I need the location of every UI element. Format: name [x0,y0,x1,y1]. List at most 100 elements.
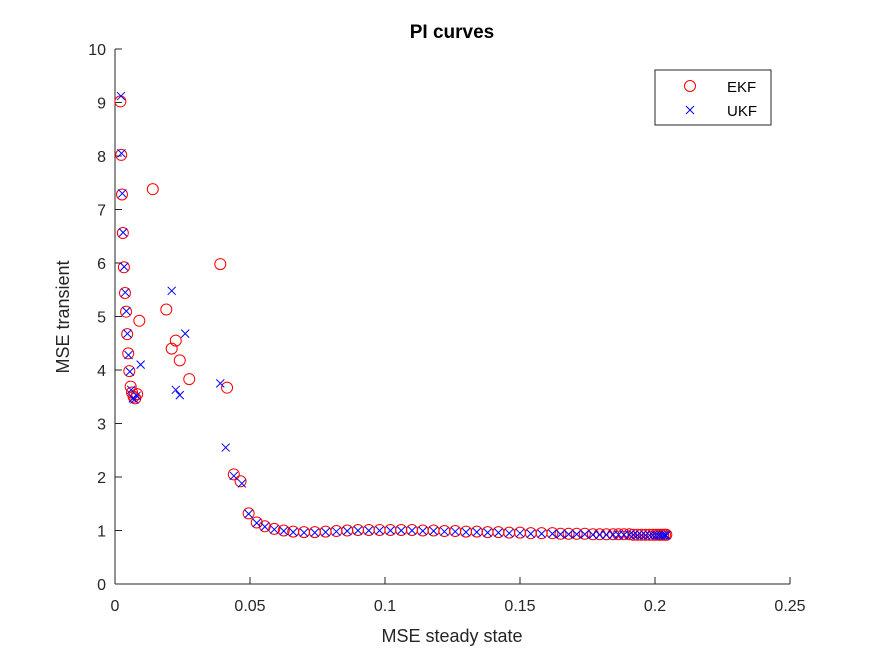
ukf-point [450,527,460,536]
ekf-point [116,227,129,240]
legend-label-ekf: EKF [727,79,756,96]
ekf-point [121,328,134,341]
x-tick-label: 0.05 [234,598,265,615]
ukf-point [661,530,671,540]
y-tick-label: 6 [97,256,106,273]
ukf-point [624,530,634,540]
legend-box [654,69,772,126]
ekf-point [183,373,196,386]
ekf-point [242,507,255,520]
y-tick-label: 1 [97,524,106,541]
ekf-point [120,305,133,318]
ekf-point [234,475,247,488]
ukf-point [310,528,320,537]
y-axis-label: MSE transient [53,260,73,373]
ekf-point [600,528,613,541]
ukf-point [537,529,546,539]
ekf-point [214,258,227,271]
ukf-point [353,526,363,535]
x-tick-label: 0 [111,598,120,615]
legend-label-ukf: UKF [727,103,757,120]
y-tick-label: 4 [97,363,106,380]
ekf-point [146,183,159,196]
ekf-point [122,347,135,360]
x-axis-label: MSE steady state [381,626,522,646]
legend: EKF UKF [654,69,772,126]
ukf-point [364,526,374,535]
ekf-point [562,527,575,540]
ukf-point [215,379,225,388]
y-tick-label: 0 [97,577,106,594]
y-tick-label: 9 [97,96,106,113]
ukf-point [244,509,254,519]
ekf-point [227,468,240,481]
ekf-point [117,261,130,274]
y-tick-label: 8 [97,149,106,166]
ukf-point [221,443,231,452]
ekf-point [277,524,290,537]
y-tick-label: 2 [97,470,106,487]
ukf-point [633,530,642,540]
ekf-point [133,314,146,327]
x-tick-label: 0.2 [644,598,666,615]
ekf-point [116,188,129,201]
ukf-point [260,522,270,532]
ukf-point [461,527,471,537]
ukf-point [440,527,449,536]
y-tick-label: 5 [97,310,106,327]
ukf-point [118,228,128,237]
ukf-point [136,360,146,370]
ekf-point [631,528,644,541]
ukf-point [429,526,438,536]
ekf-point [165,342,178,355]
ukf-point [342,526,352,536]
ekf-point [173,354,186,367]
ukf-point [637,530,646,540]
ukf-point [116,91,126,101]
ukf-point [252,518,262,528]
ukf-point [602,530,611,540]
ukf-point [288,527,298,537]
ekf-point [169,334,182,347]
ukf-point [180,329,190,338]
ukf-point [123,329,132,338]
ukf-point [494,528,503,537]
ukf-point [418,526,428,536]
ukf-point [645,530,654,540]
ekf-point [131,388,144,401]
ekf-point [639,528,652,541]
ukf-point [332,527,341,536]
ukf-point [386,526,395,535]
ukf-point [321,527,330,537]
ukf-point [660,530,670,540]
ukf-point [548,529,557,539]
ukf-point [504,528,514,538]
ukf-point [124,350,133,360]
ukf-point [269,525,279,534]
ekf-point [250,516,263,529]
ekf-point [578,527,591,540]
ukf-point [526,529,536,539]
ukf-point [171,385,181,395]
ukf-point [125,367,135,376]
ukf-point [121,306,131,316]
x-tick-label: 0.25 [774,598,805,615]
ekf-point [127,390,140,403]
plot-marks [114,91,673,541]
ekf-point [160,303,173,316]
x-tick-label: 0.1 [374,598,396,615]
ekf-point [268,522,281,535]
ukf-point [595,530,605,540]
ukf-point [175,390,185,400]
ekf-point [221,381,234,394]
ukf-point [472,527,482,537]
ukf-point [658,530,668,540]
plot-axes: 0 0.05 0.1 0.15 0.2 0.25 0 1 2 3 4 5 6 7 8 9 10 [88,42,805,615]
ukf-point [237,479,247,488]
legend-marker-symbol [685,105,695,115]
ukf-point [229,471,239,481]
ukf-point [564,529,573,539]
ekf-point [554,527,567,540]
ukf-point [132,391,141,401]
